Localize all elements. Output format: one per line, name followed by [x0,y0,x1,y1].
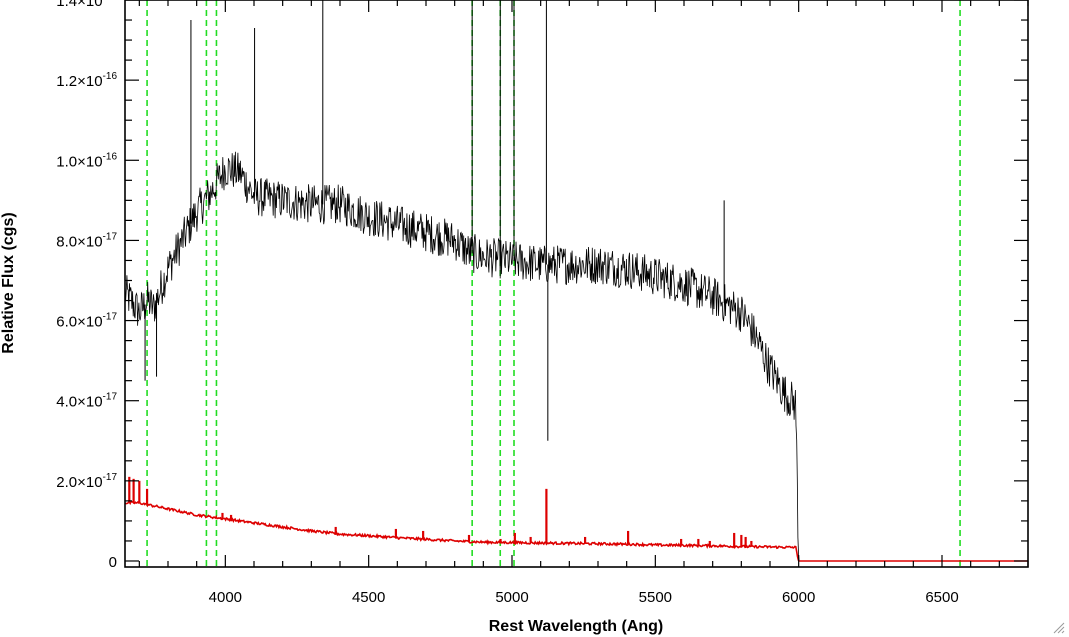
y-tick-label: 2.0×10-17 [56,472,117,491]
error-spectrum-line [125,500,1028,562]
y-tick-labels: 0 2.0×10-17 4.0×10-17 6.0×10-17 8.0×10-17 1.0… [56,0,117,571]
reference-lines [146,0,961,567]
flux-spectrum-line [125,151,1028,562]
y-tick-label: 6.0×10-17 [56,312,117,331]
x-tick-labels: 4000 4500 5000 5500 6000 6500 [209,589,959,606]
y-tick-label: 1.4×10-16 [56,0,117,10]
resize-grip-icon[interactable] [1053,622,1065,634]
ticks [125,0,1029,567]
series-layer [125,0,1028,562]
y-tick-label: 1.2×10-16 [56,71,117,90]
axes [124,0,1029,568]
y-tick-label: 1.0×10-16 [56,151,117,170]
y-tick-label: 4.0×10-17 [56,392,117,411]
y-axis-title: Relative Flux (cgs) [0,212,17,353]
x-tick-label: 5000 [495,589,528,606]
y-tick-label: 8.0×10-17 [56,231,117,250]
y-tick-label: 0 [109,554,117,571]
x-tick-label: 4000 [209,589,242,606]
x-tick-label: 6500 [925,589,958,606]
x-tick-label: 4500 [352,589,385,606]
x-tick-label: 5500 [639,589,672,606]
x-axis-title: Rest Wavelength (Ang) [489,618,664,635]
plot-frame [124,0,1029,568]
x-tick-label: 6000 [782,589,815,606]
